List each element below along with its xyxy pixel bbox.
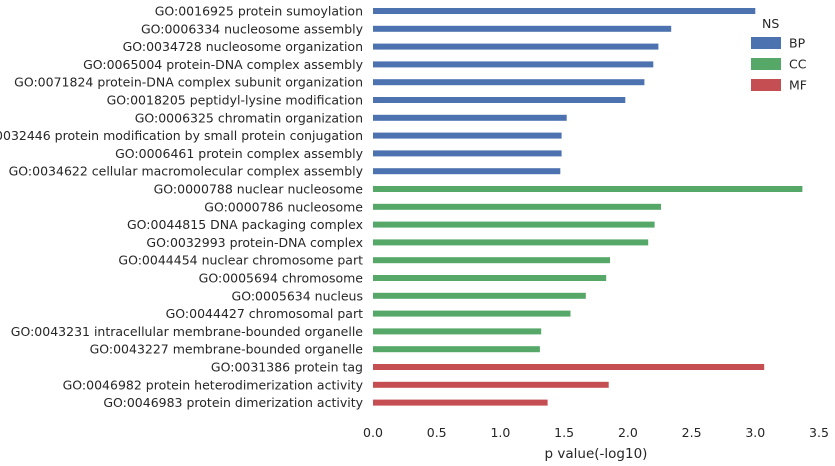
bar-bp — [373, 150, 562, 157]
category-label: GO:0006461 protein complex assembly — [115, 146, 363, 161]
category-label: GO:0006334 nucleosome assembly — [141, 21, 364, 36]
bar-cc — [373, 292, 586, 299]
bar-mf — [373, 381, 609, 388]
x-tick-label: 3.5 — [809, 425, 829, 440]
category-label: GO:0044427 chromosomal part — [166, 306, 363, 321]
category-label: GO:0046983 protein dimerization activity — [103, 395, 363, 410]
category-label: GO:0031386 protein tag — [211, 360, 363, 375]
category-label: GO:0006325 chromatin organization — [135, 110, 363, 125]
legend-swatch-bp — [751, 37, 781, 49]
legend-label-mf: MF — [789, 78, 807, 93]
x-tick-label: 0.5 — [427, 425, 447, 440]
category-label: GO:0071824 protein-DNA complex subunit o… — [14, 75, 363, 90]
legend-swatch-mf — [751, 79, 781, 91]
category-label: GO:0032993 protein-DNA complex — [146, 235, 363, 250]
category-label: GO:0034728 nucleosome organization — [123, 39, 363, 54]
bar-bp — [373, 25, 672, 32]
bar-cc — [373, 186, 803, 192]
category-label: GO:0034622 cellular macromolecular compl… — [9, 164, 364, 179]
bar-cc — [373, 310, 571, 317]
bar-bp — [373, 79, 645, 86]
legend-swatch-cc — [751, 58, 781, 70]
bar-mf — [373, 364, 765, 370]
bar-cc — [373, 239, 649, 246]
category-label: GO:0016925 protein sumoylation — [155, 4, 363, 19]
category-label: GO:0043231 intracellular membrane-bounde… — [11, 324, 364, 339]
legend-label-bp: BP — [789, 36, 806, 51]
category-label: GO:0046982 protein heterodimerization ac… — [63, 377, 364, 392]
bar-bp — [373, 132, 562, 139]
bar-bp — [373, 61, 654, 68]
x-axis-title: p value(-log10) — [545, 446, 648, 462]
category-label: GO:0044454 nuclear chromosome part — [118, 253, 363, 268]
bars-layer — [373, 8, 803, 406]
bar-bp — [373, 43, 659, 50]
category-label: GO:0000786 nucleosome — [204, 199, 363, 214]
category-label: GO:0005694 chromosome — [199, 271, 364, 286]
bar-cc — [373, 275, 607, 281]
x-tick-label: 2.0 — [618, 425, 638, 440]
bar-cc — [373, 328, 542, 335]
x-tick-label: 3.0 — [745, 425, 765, 440]
category-label: GO:0043227 membrane-bounded organelle — [90, 342, 364, 357]
x-tick-label: 0.0 — [363, 425, 383, 440]
category-label: GO:0032446 protein modification by small… — [0, 128, 363, 143]
x-tick-label: 1.0 — [490, 425, 510, 440]
category-label: GO:0005634 nucleus — [232, 288, 363, 303]
legend-label-cc: CC — [789, 57, 807, 72]
bar-cc — [373, 203, 661, 210]
bar-bp — [373, 168, 561, 175]
bar-mf — [373, 399, 548, 406]
category-label: GO:0044815 DNA packaging complex — [127, 217, 363, 232]
x-tick-label: 2.5 — [682, 425, 702, 440]
bar-cc — [373, 257, 610, 264]
x-tick-label: 1.5 — [554, 425, 574, 440]
legend-title: NS — [762, 16, 779, 31]
category-label: GO:0065004 protein-DNA complex assembly — [83, 57, 364, 72]
legend: NS BP CC MF — [751, 16, 807, 93]
category-labels: GO:0016925 protein sumoylation GO:0006334… — [0, 4, 364, 411]
bar-bp — [373, 97, 626, 103]
bar-bp — [373, 114, 567, 121]
bar-bp — [373, 8, 756, 14]
category-label: GO:0000788 nuclear nucleosome — [154, 182, 364, 197]
bar-cc — [373, 221, 655, 228]
x-axis-ticks: 0.0 0.5 1.0 1.5 2.0 2.5 3.0 3.5 — [363, 425, 829, 440]
category-label: GO:0018205 peptidyl-lysine modification — [107, 93, 363, 108]
bar-cc — [373, 346, 540, 353]
